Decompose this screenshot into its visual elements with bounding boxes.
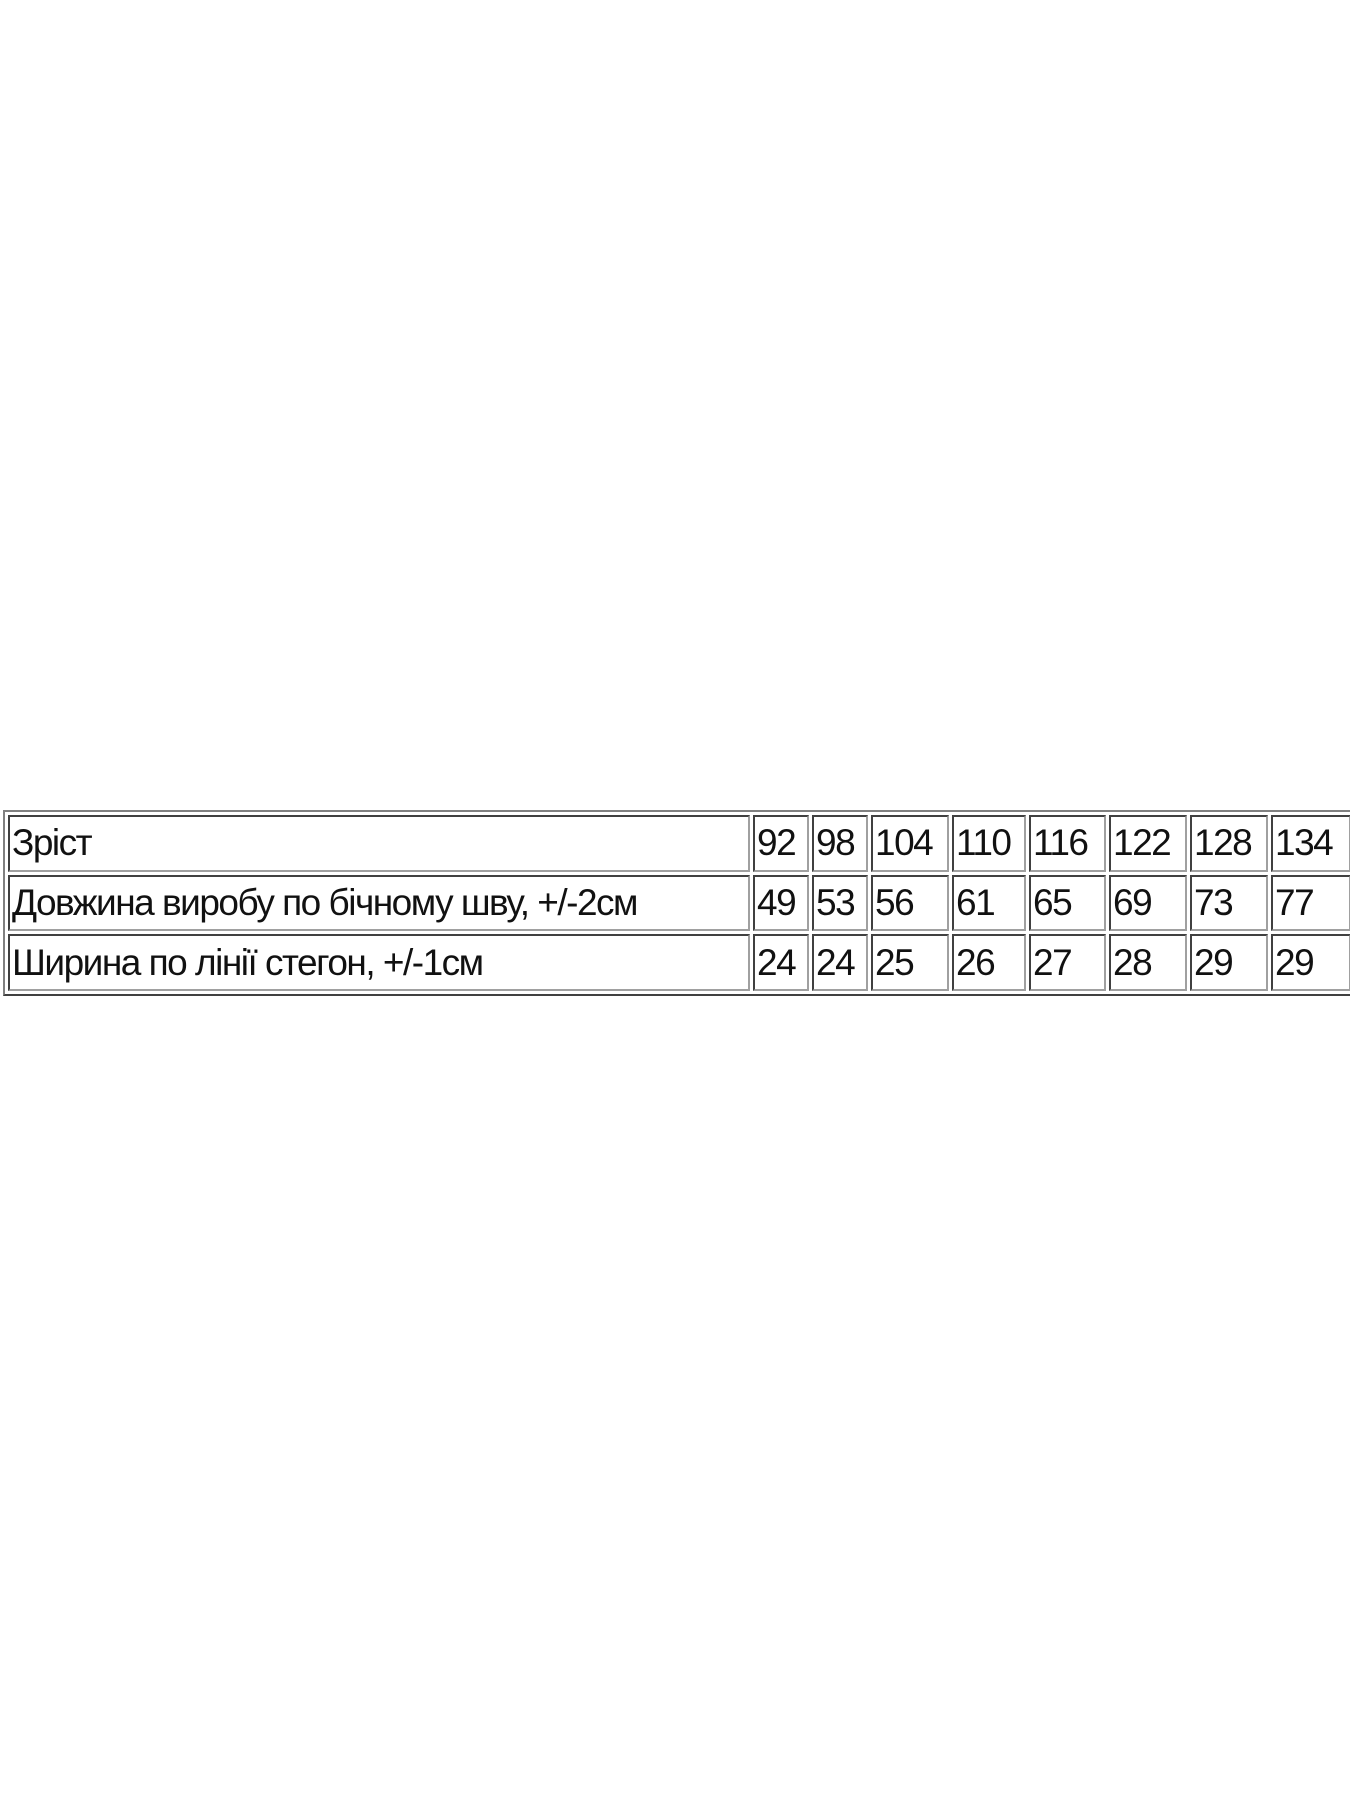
size-chart-table: Зріст 92 98 104 110 116 122 128 134 Довжина вироб… — [3, 810, 1350, 996]
row-label: Довжина виробу по бічному шву, +/-2см — [8, 874, 750, 932]
table-cell: 122 — [1109, 815, 1187, 872]
table-cell: 73 — [1190, 874, 1268, 932]
table-cell: 65 — [1029, 874, 1106, 932]
table-cell: 28 — [1109, 934, 1187, 991]
table-cell: 24 — [812, 934, 868, 991]
row-label: Зріст — [8, 815, 750, 872]
table-cell: 61 — [952, 874, 1026, 932]
table-cell: 26 — [952, 934, 1026, 991]
table-cell: 56 — [871, 874, 949, 932]
table-cell: 116 — [1029, 815, 1106, 872]
table-cell: 29 — [1190, 934, 1268, 991]
table-cell: 98 — [812, 815, 868, 872]
row-label: Ширина по лінії стегон, +/-1см — [8, 934, 750, 991]
table-cell: 110 — [952, 815, 1026, 872]
table-cell: 128 — [1190, 815, 1268, 872]
table-cell: 25 — [871, 934, 949, 991]
table-cell: 49 — [753, 874, 809, 932]
table-cell: 92 — [753, 815, 809, 872]
table-cell: 53 — [812, 874, 868, 932]
table-row: Зріст 92 98 104 110 116 122 128 134 — [8, 815, 1350, 872]
table-cell: 69 — [1109, 874, 1187, 932]
table-row: Ширина по лінії стегон, +/-1см 24 24 25 26 27… — [8, 934, 1350, 991]
table-row: Довжина виробу по бічному шву, +/-2см 49 5… — [8, 874, 1350, 932]
table-cell: 24 — [753, 934, 809, 991]
table-cell: 104 — [871, 815, 949, 872]
table-cell: 77 — [1271, 874, 1350, 932]
table-cell: 27 — [1029, 934, 1106, 991]
table-cell: 134 — [1271, 815, 1350, 872]
table-cell: 29 — [1271, 934, 1350, 991]
